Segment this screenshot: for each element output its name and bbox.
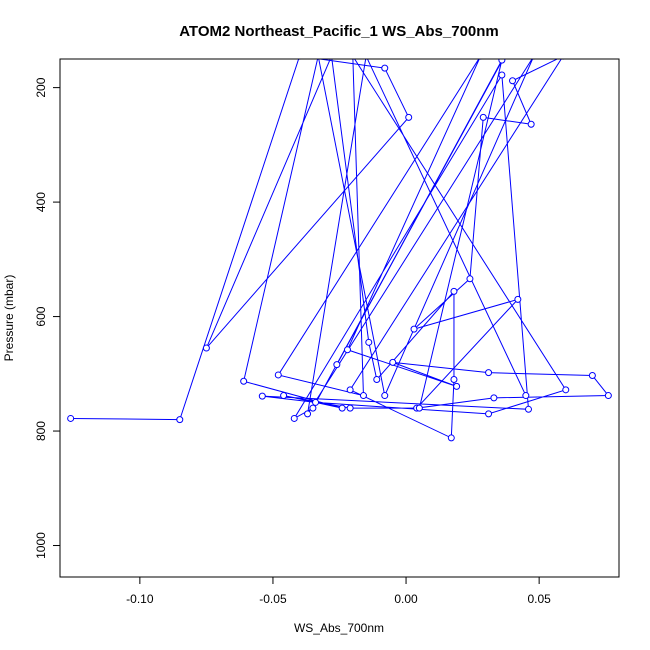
- data-point: [405, 113, 413, 121]
- chart-title: ATOM2 Northeast_Pacific_1 WS_Abs_700nm: [179, 23, 499, 40]
- data-point: [502, 59, 507, 60]
- data-point: [329, 59, 334, 60]
- data-point: [498, 59, 506, 64]
- x-tick-label: 0.00: [394, 592, 418, 606]
- data-point: [343, 346, 351, 354]
- y-tick-label: 600: [34, 306, 48, 326]
- y-tick-label: 1000: [34, 532, 48, 559]
- data-point: [297, 59, 302, 60]
- data-point: [389, 358, 397, 366]
- data-point: [410, 325, 418, 333]
- data-point: [359, 392, 367, 400]
- y-axis: 200 400 600 800 1000: [34, 77, 61, 559]
- data-point: [479, 113, 487, 121]
- x-axis-label: WS_Abs_700nm: [294, 621, 384, 635]
- data-point: [562, 386, 570, 394]
- data-point: [531, 59, 536, 60]
- data-point: [453, 382, 461, 390]
- data-point: [258, 392, 266, 400]
- data-point: [280, 392, 288, 400]
- data-point: [478, 59, 483, 60]
- data-point: [316, 59, 321, 60]
- x-tick-label: -0.05: [259, 592, 287, 606]
- plot-frame: [59, 58, 620, 578]
- x-tick-label: 0.05: [527, 592, 551, 606]
- data-point: [365, 338, 373, 346]
- data-point: [588, 372, 596, 380]
- data-point: [485, 410, 493, 418]
- data-point: [450, 376, 458, 384]
- data-point: [415, 404, 423, 412]
- data-point: [240, 377, 248, 385]
- data-point: [309, 404, 317, 412]
- data-point: [381, 64, 389, 72]
- y-tick-label: 400: [34, 192, 48, 212]
- data-point: [561, 59, 566, 60]
- data-point: [522, 392, 530, 400]
- data-point: [338, 404, 346, 412]
- data-point: [466, 275, 474, 283]
- data-point: [381, 392, 389, 400]
- y-tick-label: 800: [34, 421, 48, 441]
- data-point: [290, 414, 298, 422]
- data-point: [524, 405, 532, 413]
- x-axis: -0.10 -0.05 0.00 0.05: [126, 576, 551, 606]
- data-point: [202, 344, 210, 352]
- y-tick-label: 200: [34, 77, 48, 97]
- data-point: [364, 59, 369, 60]
- data-point: [498, 71, 506, 79]
- data-point: [350, 59, 355, 60]
- data-point: [514, 295, 522, 303]
- data-point: [67, 414, 75, 422]
- data-point: [304, 410, 312, 418]
- data-point: [447, 434, 455, 442]
- data-point: [373, 376, 381, 384]
- data-point: [346, 386, 354, 394]
- data-point: [527, 120, 535, 128]
- x-tick-label: -0.10: [126, 592, 154, 606]
- data-point: [485, 369, 493, 377]
- series-line: [70, 59, 610, 439]
- data-point: [604, 392, 612, 400]
- data-point: [346, 404, 354, 412]
- data-point: [509, 77, 517, 85]
- data-point: [312, 398, 320, 406]
- data-point: [274, 371, 282, 379]
- data-point: [333, 361, 341, 369]
- data-point: [490, 394, 498, 402]
- y-axis-label: Pressure (mbar): [2, 275, 16, 362]
- data-point: [176, 416, 184, 424]
- data-point: [450, 287, 458, 295]
